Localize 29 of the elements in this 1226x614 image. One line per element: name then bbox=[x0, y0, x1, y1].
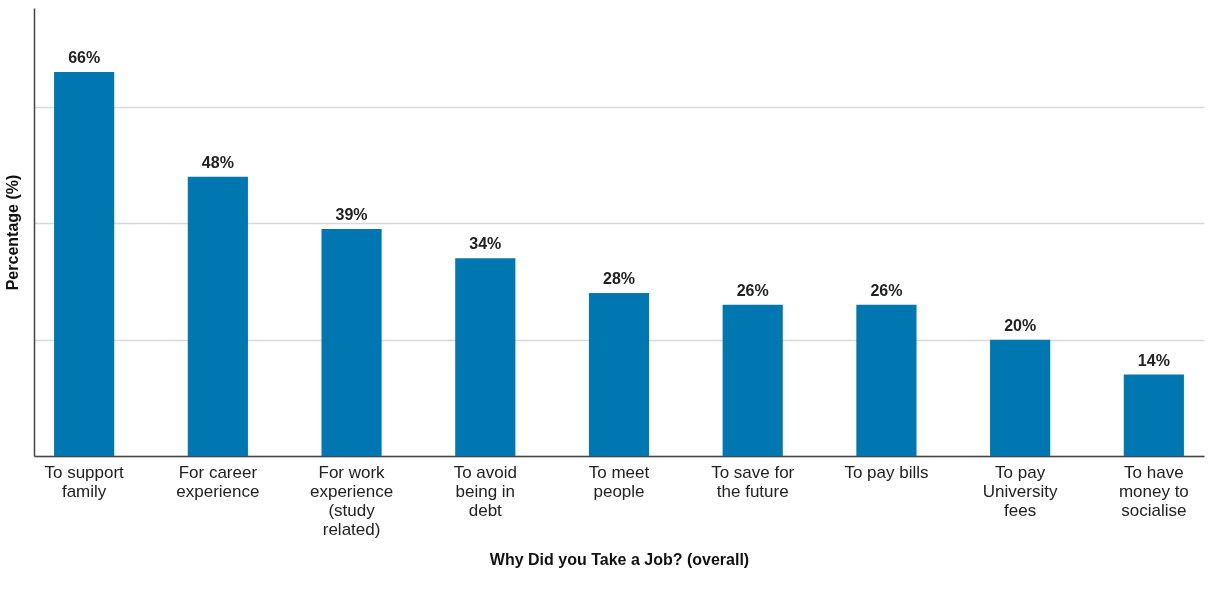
bar bbox=[321, 229, 382, 456]
data-label: 14% bbox=[1137, 351, 1170, 369]
bar bbox=[722, 304, 783, 456]
bar bbox=[990, 339, 1051, 456]
bar bbox=[1123, 374, 1184, 456]
y-axis-title: Percentage (%) bbox=[3, 174, 21, 291]
x-tick-label: For work experience (study related) bbox=[309, 462, 394, 539]
data-label: 39% bbox=[335, 206, 368, 224]
data-label: 28% bbox=[602, 270, 636, 288]
bar bbox=[455, 258, 516, 456]
data-label: 26% bbox=[736, 281, 769, 299]
x-tick-label: To pay University fees bbox=[982, 462, 1058, 520]
x-tick-label: To have money to socialise bbox=[1118, 462, 1189, 520]
x-tick-label: For career experience bbox=[176, 462, 260, 501]
x-tick-label: To meet people bbox=[588, 462, 650, 501]
x-tick-label: To pay bills bbox=[844, 462, 929, 482]
data-label: 26% bbox=[870, 281, 903, 299]
x-tick-label: To avoid being in debt bbox=[453, 462, 517, 520]
bar bbox=[54, 72, 115, 456]
data-label: 34% bbox=[469, 235, 502, 253]
data-label: 66% bbox=[68, 49, 101, 66]
x-tick-label: To support family bbox=[44, 462, 125, 501]
x-tick-label: To save for the future bbox=[711, 462, 795, 501]
bar bbox=[856, 304, 917, 456]
bar bbox=[187, 176, 248, 456]
bar bbox=[588, 293, 650, 456]
x-axis-title: Why Did you Take a Job? (overall) bbox=[489, 550, 750, 568]
data-label: 48% bbox=[201, 153, 234, 171]
data-label: 20% bbox=[1004, 316, 1037, 334]
